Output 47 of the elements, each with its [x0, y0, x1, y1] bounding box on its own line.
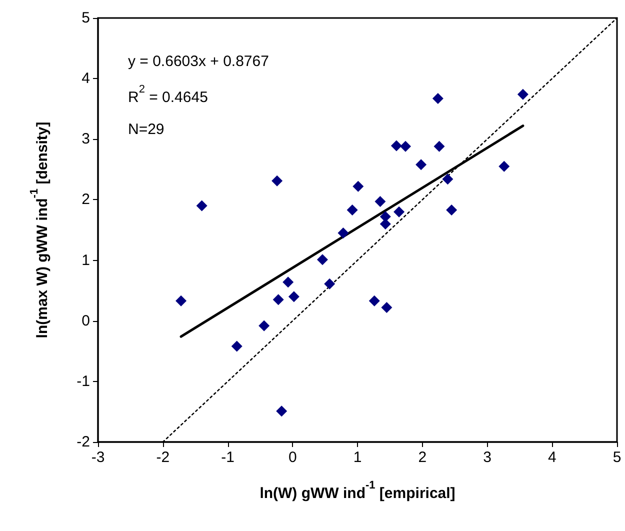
- x-tick-label: 5: [612, 449, 622, 466]
- y-tick-label: 2: [82, 191, 90, 208]
- point: [338, 228, 349, 239]
- point: [434, 140, 445, 152]
- x-tick-label: 4: [548, 449, 556, 466]
- point: [381, 302, 392, 314]
- annotation: y = 0.6603x + 0.8767: [128, 53, 269, 70]
- x-tick-label: -1: [221, 449, 234, 466]
- point: [258, 320, 270, 332]
- x-tick-label: 1: [353, 449, 362, 466]
- point: [282, 276, 294, 288]
- point: [276, 406, 288, 417]
- y-tick-label: 1: [82, 252, 90, 269]
- y-tick-label: -2: [76, 434, 90, 450]
- point: [390, 140, 402, 152]
- x-tick-label: 3: [483, 449, 492, 466]
- point: [368, 295, 380, 306]
- point: [272, 175, 283, 186]
- x-tick-label: -2: [156, 449, 170, 466]
- y-tick-label: 4: [82, 70, 90, 88]
- point: [394, 206, 405, 218]
- point: [374, 196, 386, 208]
- point: [517, 88, 528, 100]
- point: [231, 340, 242, 352]
- point: [352, 180, 364, 192]
- point: [196, 200, 208, 212]
- y-tick-label: 3: [82, 130, 90, 148]
- x-tick-label: 2: [418, 449, 427, 466]
- point: [288, 291, 300, 302]
- point: [316, 254, 328, 266]
- point: [400, 140, 412, 152]
- y-tick-label: 0: [82, 312, 90, 330]
- x-tick-label: 0: [288, 449, 297, 466]
- point: [176, 295, 187, 306]
- y-tick-label: 5: [82, 10, 90, 26]
- point: [432, 93, 444, 104]
- point: [346, 204, 358, 216]
- point: [446, 204, 458, 216]
- y-tick-label: -1: [76, 372, 90, 390]
- annotation: N=29: [128, 121, 164, 138]
- point: [272, 294, 284, 306]
- point: [416, 159, 427, 170]
- point: [324, 278, 336, 290]
- y-axis-title: ln(max W) gWW ind-1 [density]: [28, 122, 51, 338]
- x-tick-label: -3: [91, 449, 105, 466]
- point: [442, 174, 454, 185]
- point: [498, 160, 510, 172]
